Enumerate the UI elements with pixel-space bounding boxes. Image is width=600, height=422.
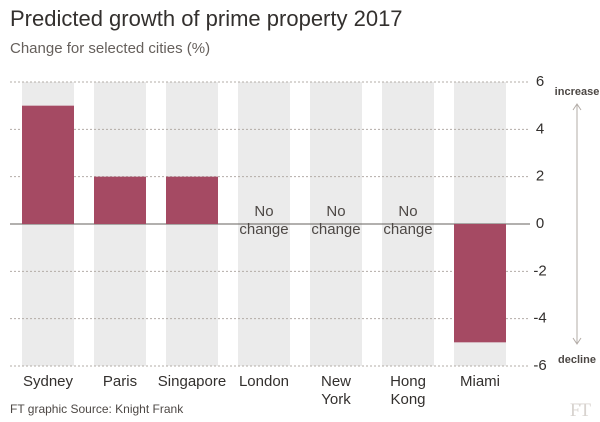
annotation: increase (555, 86, 600, 98)
y-tick-label: 6 (536, 73, 544, 90)
arrow-head (572, 337, 582, 345)
arrow-head (572, 103, 582, 111)
x-tick-label: New York (320, 373, 352, 408)
y-tick-label: 4 (536, 120, 544, 137)
x-tick-label: Sydney (22, 373, 74, 390)
bar (166, 176, 218, 224)
y-tick-label: 0 (536, 215, 544, 232)
y-tick-label: -6 (533, 357, 546, 374)
x-tick-label: Singapore (157, 373, 227, 390)
y-tick-label: -4 (533, 310, 546, 327)
chart-title: Predicted growth of prime property 2017 (10, 6, 403, 31)
bar (22, 105, 74, 224)
value-label: No change (311, 203, 361, 238)
annotation: decline (558, 354, 596, 366)
x-tick-label: Paris (102, 373, 138, 390)
x-tick-label: Hong Kong (390, 373, 426, 408)
bar (94, 176, 146, 224)
source: FT graphic Source: Knight Frank (10, 402, 184, 416)
x-tick-label: Miami (460, 373, 500, 390)
bar (454, 224, 506, 343)
value-label: No change (383, 203, 433, 238)
chart-subtitle: Change for selected cities (%) (10, 40, 211, 57)
x-tick-label: London (238, 373, 290, 390)
logo: FT (569, 400, 591, 421)
y-tick-label: 2 (536, 168, 544, 185)
value-label: No change (239, 203, 289, 238)
y-tick-label: -2 (533, 262, 546, 279)
